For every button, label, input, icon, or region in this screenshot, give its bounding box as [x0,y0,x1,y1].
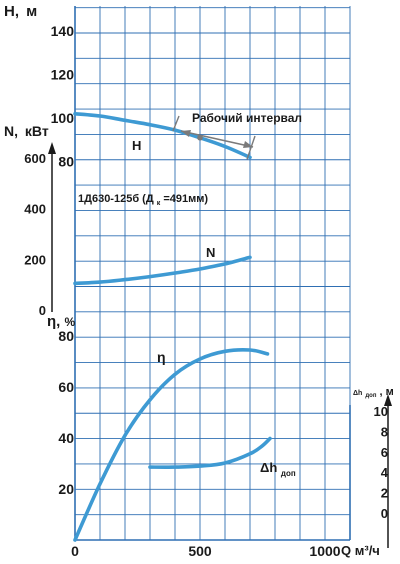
dh-curve-letter: Δh [260,460,277,475]
n-tick-label: 0 [39,303,46,318]
x-tick-label: 0 [71,543,79,559]
dh-axis-arrowhead [384,394,392,406]
work-interval-arrowhead-left [181,130,191,137]
x-axis-title: Q м³/ч [341,543,380,558]
work-interval-tick-right [246,135,256,160]
dh-axis-sub: доп [365,393,376,399]
dh-tick-label: 10 [374,404,388,419]
chart-grid [74,6,351,541]
dh-tick-label: 8 [381,424,388,439]
eta-tick-label: 80 [58,328,74,344]
eta-axis-letter: η, [47,313,60,330]
work-interval-tick-left [172,115,180,132]
n-axis-letter: N, [4,123,18,139]
x-tick-label: 500 [188,543,212,559]
pump-model-sub: к [157,200,161,207]
h-axis-title: H, м [4,3,37,20]
dh-curve-label: Δh доп [260,460,296,478]
n-tick-label: 600 [24,151,46,166]
pump-model-label: 1Д630-125б (Д к =491мм) [78,193,208,208]
work-interval-label: Рабочий интервал [192,111,302,125]
dh-curve-sub: доп [281,469,296,478]
dh-curve [148,436,272,469]
x-tick-label: 1000 [309,543,340,559]
n-axis-title: N, кВт [4,123,49,139]
n-tick-label: 200 [24,252,46,267]
dh-axis-title: Δh доп , м [353,386,394,400]
work-interval-arrowhead-right [243,141,253,148]
eta-axis-unit: % [65,315,76,329]
work-interval-marker [172,115,256,160]
eta-curve-label: η [157,349,166,365]
h-axis-unit: м [26,3,37,20]
h-tick-label: 140 [51,23,75,39]
eta-tick-label: 20 [58,481,74,497]
pump-model-end: =491мм) [163,193,208,205]
n-curve-label: N [206,245,215,260]
x-axis-unit: м³/ч [355,543,380,558]
eta-tick-label: 40 [58,430,74,446]
n-tick-label: 400 [24,202,46,217]
pump-model-main: 1Д630-125б (Д [78,193,154,205]
x-axis-letter: Q [341,543,351,558]
n-axis-unit: кВт [25,123,49,139]
dh-tick-label: 2 [381,486,388,501]
eta-tick-label: 60 [58,379,74,395]
work-interval-arrow [180,130,254,148]
h-axis-letter: H, [4,3,19,20]
dh-axis-unit: , м [380,386,394,398]
dh-tick-label: 4 [381,465,389,480]
n-axis-arrowhead [48,142,56,154]
h-tick-label: 100 [51,110,75,126]
h-curve-label: H [132,138,141,153]
eta-axis-title: η, % [47,313,76,330]
h-tick-label: 80 [58,154,74,170]
dh-axis-letter: Δh [353,390,362,397]
dh-tick-label: 6 [381,445,388,460]
eta-curve [73,348,270,542]
chart-curves [73,112,272,542]
dh-tick-label: 0 [381,506,388,521]
n-curve [73,255,252,286]
h-curve [73,112,252,160]
h-tick-label: 120 [51,67,75,83]
